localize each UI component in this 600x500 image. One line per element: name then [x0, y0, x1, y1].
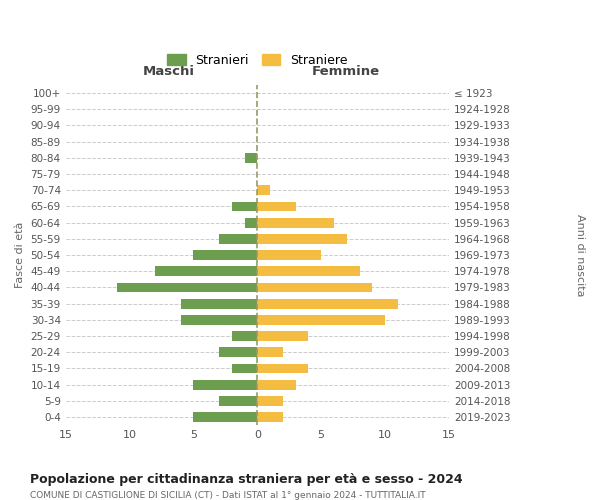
Bar: [257, 282, 372, 292]
Legend: Stranieri, Straniere: Stranieri, Straniere: [163, 50, 352, 71]
Bar: [257, 299, 398, 308]
Bar: [232, 202, 257, 211]
Bar: [257, 331, 308, 341]
Bar: [117, 282, 257, 292]
Bar: [257, 266, 359, 276]
Bar: [257, 412, 283, 422]
Bar: [219, 396, 257, 406]
Bar: [193, 412, 257, 422]
Text: Popolazione per cittadinanza straniera per età e sesso - 2024: Popolazione per cittadinanza straniera p…: [30, 472, 463, 486]
Bar: [181, 315, 257, 324]
Text: COMUNE DI CASTIGLIONE DI SICILIA (CT) - Dati ISTAT al 1° gennaio 2024 - TUTTITAL: COMUNE DI CASTIGLIONE DI SICILIA (CT) - …: [30, 491, 425, 500]
Y-axis label: Anni di nascita: Anni di nascita: [575, 214, 585, 296]
Bar: [257, 364, 308, 374]
Text: Femmine: Femmine: [311, 65, 380, 78]
Bar: [257, 186, 270, 195]
Bar: [155, 266, 257, 276]
Bar: [219, 348, 257, 357]
Bar: [232, 331, 257, 341]
Bar: [232, 364, 257, 374]
Text: Maschi: Maschi: [143, 65, 195, 78]
Y-axis label: Fasce di età: Fasce di età: [15, 222, 25, 288]
Bar: [257, 202, 296, 211]
Bar: [257, 250, 321, 260]
Bar: [257, 315, 385, 324]
Bar: [257, 234, 347, 243]
Bar: [257, 380, 296, 390]
Bar: [193, 380, 257, 390]
Bar: [245, 218, 257, 228]
Bar: [219, 234, 257, 243]
Bar: [257, 218, 334, 228]
Bar: [181, 299, 257, 308]
Bar: [257, 348, 283, 357]
Bar: [257, 396, 283, 406]
Bar: [245, 153, 257, 162]
Bar: [193, 250, 257, 260]
